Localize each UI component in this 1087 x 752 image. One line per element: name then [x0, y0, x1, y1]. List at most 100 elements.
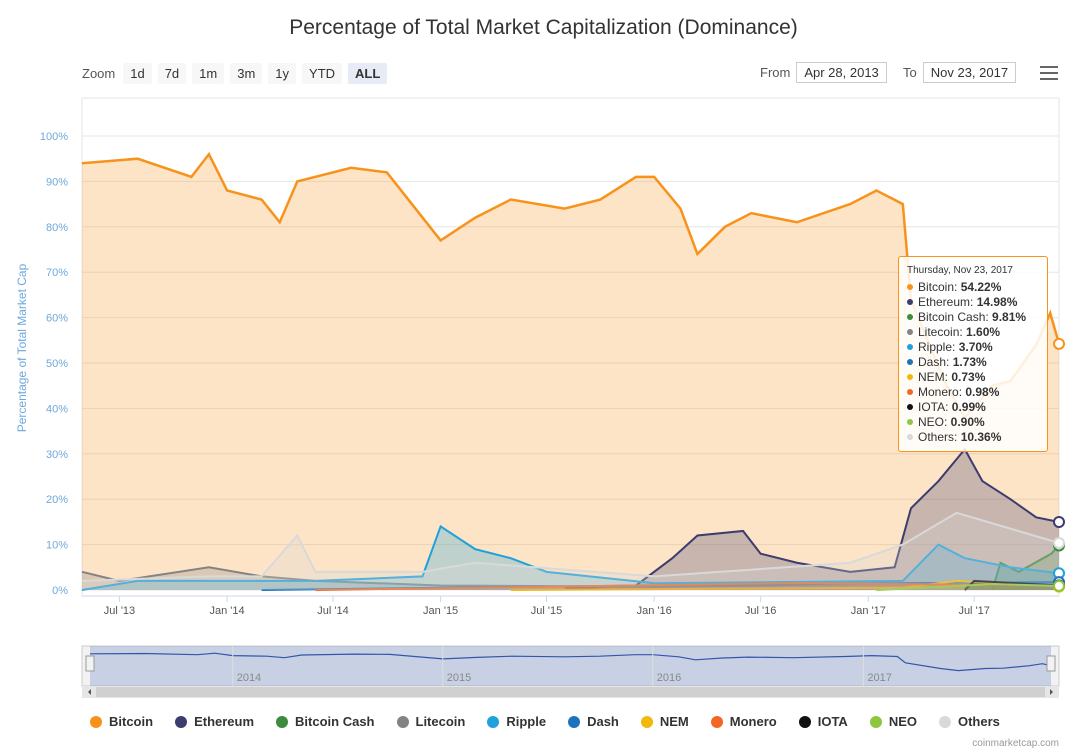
y-tick-label: 50% — [46, 358, 68, 370]
navigator-year-label: 2015 — [447, 672, 471, 684]
tooltip-date: Thursday, Nov 23, 2017 — [907, 265, 1013, 276]
tooltip-series-name: NEM: — [918, 370, 952, 384]
series-area-bitcoin — [82, 154, 1059, 590]
legend-item-litecoin[interactable]: Litecoin — [396, 714, 466, 729]
series-area-bitcoin-cash — [992, 545, 1059, 590]
x-tick-label: Jan '15 — [423, 605, 458, 617]
zoom-3m-button[interactable]: 3m — [230, 62, 263, 84]
legend-item-bitcoin-cash[interactable]: Bitcoin Cash — [276, 714, 375, 729]
legend-dot-icon — [568, 715, 581, 728]
legend-item-dash[interactable]: Dash — [568, 714, 619, 729]
zoom-bar: Zoom 1d 7d 1m 3m 1y YTD ALL — [82, 62, 388, 84]
zoom-1y-button[interactable]: 1y — [268, 62, 297, 84]
tooltip-series-value: 54.22% — [960, 280, 1002, 294]
tooltip-dot-icon — [907, 328, 913, 335]
legend-item-monero[interactable]: Monero — [710, 714, 777, 729]
navigator-left-handle[interactable] — [85, 655, 95, 672]
scrollbar-thumb[interactable] — [96, 687, 1045, 697]
end-marker-bitcoin — [1053, 337, 1065, 350]
tooltip-dot-icon — [907, 418, 913, 425]
series-line-ripple[interactable] — [81, 524, 1060, 591]
range-to-input[interactable]: Nov 23, 2017 — [922, 62, 1017, 83]
navigator-selection[interactable] — [90, 646, 1051, 686]
series-line-ethereum[interactable] — [564, 447, 1060, 590]
tooltip-series-name: Bitcoin Cash: — [918, 310, 993, 324]
y-tick-label: 80% — [46, 222, 68, 234]
zoom-7d-button[interactable]: 7d — [157, 62, 187, 84]
navigator-right-handle[interactable] — [1046, 655, 1056, 672]
series-area-litecoin — [82, 567, 1059, 590]
scroll-left-icon[interactable] — [88, 689, 91, 695]
legend-label: Others — [957, 714, 1000, 729]
legend-label: Bitcoin Cash — [295, 714, 375, 729]
legend-item-ethereum[interactable]: Ethereum — [175, 714, 254, 729]
tooltip-series-name: Dash: — [918, 355, 953, 369]
tooltip-dot-icon — [907, 373, 913, 380]
tooltip-row: IOTA: 0.99% — [907, 400, 1047, 415]
y-axis-label: Percentage of Total Market Cap — [15, 263, 29, 432]
x-tick-label: Jul '14 — [317, 605, 348, 617]
y-tick-label: 20% — [46, 494, 68, 506]
tooltip-series-name: Bitcoin: — [918, 280, 961, 294]
legend-dot-icon — [396, 715, 409, 728]
tooltip-dot-icon — [907, 343, 913, 350]
legend-item-others[interactable]: Others — [938, 714, 1000, 729]
zoom-1d-button[interactable]: 1d — [123, 62, 152, 84]
tooltip-series-value: 3.70% — [958, 340, 993, 354]
legend-dot-icon — [487, 715, 500, 728]
zoom-ytd-button[interactable]: YTD — [302, 62, 343, 84]
y-tick-label: 100% — [40, 131, 68, 143]
chart-title: Percentage of Total Market Capitalizatio… — [289, 16, 798, 39]
dominance-chart: 0% 10% 20% 30% 40% 50% 60% 70% 80% 90% 100% Jul '1… — [15, 97, 1065, 698]
series-area-others — [82, 512, 1059, 590]
legend-item-ripple[interactable]: Ripple — [487, 714, 546, 729]
series-line-others[interactable] — [81, 511, 1060, 582]
zoom-1m-button[interactable]: 1m — [192, 62, 225, 84]
series-line-bitcoin-cash[interactable] — [991, 544, 1060, 591]
tooltip-series-name: Monero: — [918, 385, 966, 399]
scroll-right-icon[interactable] — [1050, 689, 1053, 695]
y-tick-label: 0% — [52, 585, 68, 597]
tooltip-series-name: Ripple: — [918, 340, 959, 354]
legend-item-neo[interactable]: NEO — [869, 714, 917, 729]
navigator: 2014 2015 2016 2017 — [81, 645, 1060, 698]
end-marker-others — [1053, 536, 1065, 549]
y-tick-label: 30% — [46, 449, 68, 461]
range-to: To Nov 23, 2017 — [903, 62, 1017, 83]
legend-item-iota[interactable]: IOTA — [798, 714, 848, 729]
series-areas — [81, 151, 1061, 591]
hamburger-menu-icon[interactable] — [1040, 66, 1058, 80]
y-axis: 0% 10% 20% 30% 40% 50% 60% 70% 80% 90% 100% — [40, 131, 68, 597]
x-tick-label: Jul '17 — [958, 605, 989, 617]
x-axis: Jul '13 Jan '14 Jul '14 Jan '15 Jul '15 Jan '… — [82, 595, 1059, 617]
tooltip-series-value: 9.81% — [992, 310, 1027, 324]
tooltip-series-value: 0.73% — [951, 370, 986, 384]
y-tick-label: 60% — [46, 313, 68, 325]
x-tick-label: Jan '17 — [851, 605, 886, 617]
range-from-input[interactable]: Apr 28, 2013 — [796, 62, 887, 83]
legend-item-bitcoin[interactable]: Bitcoin — [90, 714, 153, 729]
tooltip-series-value: 14.98% — [976, 295, 1018, 309]
zoom-all-button[interactable]: ALL — [348, 62, 388, 84]
legend-label: Monero — [729, 714, 777, 729]
tooltip-series-name: Others: — [918, 430, 961, 444]
navigator-year-label: 2014 — [237, 672, 261, 684]
y-tick-label: 40% — [46, 403, 68, 415]
legend-label: Litecoin — [415, 714, 466, 729]
tooltip-row: Monero: 0.98% — [907, 385, 1047, 400]
range-from: From Apr 28, 2013 — [760, 62, 887, 83]
legend-dot-icon — [869, 715, 882, 728]
y-tick-label: 90% — [46, 176, 68, 188]
legend-label: Dash — [587, 714, 619, 729]
legend-label: Ethereum — [194, 714, 255, 729]
tooltip-series-name: Litecoin: — [918, 325, 967, 339]
series-line-iota[interactable] — [964, 579, 1060, 591]
tooltip-row: NEO: 0.90% — [907, 415, 1047, 430]
legend-item-nem[interactable]: NEM — [640, 714, 689, 729]
end-marker-ethereum — [1053, 515, 1065, 528]
tooltip-dot-icon — [907, 313, 913, 320]
series-line-neo[interactable] — [876, 583, 1060, 591]
tooltip-row: Litecoin: 1.60% — [907, 325, 1047, 340]
end-markers — [1053, 337, 1065, 593]
credit[interactable]: coinmarketcap.com — [972, 738, 1059, 749]
